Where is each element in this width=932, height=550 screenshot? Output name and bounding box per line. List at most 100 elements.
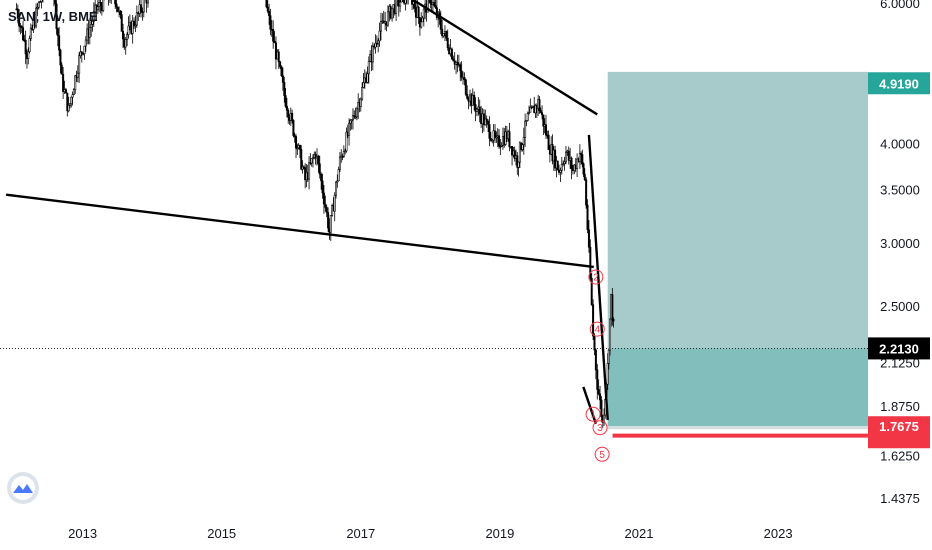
candle: [359, 97, 362, 112]
candle: [296, 143, 299, 155]
candle: [311, 154, 314, 168]
candle: [499, 139, 502, 155]
price-tick-label: 2.5000: [880, 299, 920, 314]
candle: [400, 0, 403, 3]
candle: [99, 0, 102, 14]
price-tick-label: 1.6250: [880, 448, 920, 463]
candle: [466, 85, 469, 100]
candle: [539, 107, 542, 114]
candle: [594, 348, 597, 380]
candle: [474, 97, 477, 122]
trendline[interactable]: [587, 134, 609, 421]
trendline[interactable]: [5, 193, 594, 269]
candle: [522, 127, 525, 155]
time-tick-label: 2013: [68, 526, 97, 541]
candle: [35, 3, 38, 29]
candle: [110, 0, 113, 4]
candle: [20, 25, 23, 33]
price-axis[interactable]: 6.00004.00003.50003.00002.50002.12501.87…: [880, 0, 920, 506]
plot-area[interactable]: 1 2 3 4 5: [0, 0, 896, 462]
candle: [511, 145, 514, 166]
trendline[interactable]: [582, 386, 598, 425]
candle: [266, 0, 269, 14]
candle: [79, 45, 82, 59]
candle: [133, 17, 136, 29]
candle: [293, 132, 296, 143]
candle: [59, 48, 62, 74]
candle: [287, 108, 290, 124]
candle: [612, 317, 615, 328]
candle: [88, 18, 91, 45]
candle: [272, 20, 275, 49]
candle: [375, 35, 378, 47]
candle: [377, 38, 380, 53]
candle: [411, 0, 414, 10]
candle: [442, 33, 445, 38]
candle: [547, 130, 550, 150]
candle: [406, 0, 408, 5]
candle: [538, 95, 541, 114]
candle: [67, 96, 70, 113]
candle: [542, 114, 545, 136]
candle: [317, 154, 320, 173]
candle: [434, 0, 437, 10]
candle: [487, 119, 490, 132]
candle: [587, 220, 590, 253]
candle: [300, 145, 303, 171]
candle: [453, 52, 456, 70]
candle: [325, 204, 328, 218]
candle: [127, 16, 130, 39]
candle: [322, 184, 325, 214]
svg-text:4: 4: [594, 325, 600, 336]
candle: [397, 0, 398, 7]
candle: [268, 3, 271, 25]
candle: [134, 15, 137, 33]
candle: [391, 8, 394, 22]
candle: [516, 152, 519, 175]
candle: [27, 47, 30, 65]
candle: [108, 0, 111, 4]
candle: [327, 207, 330, 233]
candle: [146, 0, 149, 8]
candle: [564, 145, 567, 165]
candle: [102, 0, 105, 13]
candles: [15, 0, 615, 428]
candle: [336, 174, 339, 188]
candle: [428, 0, 430, 4]
candle: [83, 45, 86, 60]
candle: [475, 108, 478, 117]
candle: [292, 119, 295, 138]
candle: [371, 42, 374, 71]
candle: [337, 166, 340, 182]
candle: [559, 167, 562, 182]
time-axis[interactable]: 2013 2015 2017 2019 2021 2023: [68, 526, 792, 541]
time-tick-label: 2023: [764, 526, 793, 541]
candle: [18, 9, 21, 33]
candle: [344, 148, 347, 155]
candle: [78, 52, 81, 83]
candle: [530, 105, 533, 110]
candle: [39, 0, 42, 3]
chart-title: SAN, 1W, BME: [8, 9, 98, 24]
candle: [274, 36, 277, 70]
candle: [452, 55, 455, 62]
candle: [60, 62, 63, 75]
candle: [399, 0, 402, 13]
candle: [335, 181, 338, 199]
candle: [298, 144, 301, 159]
candle: [281, 67, 284, 91]
candle: [495, 131, 498, 143]
candle: [361, 82, 364, 101]
candle: [350, 119, 353, 130]
candle: [580, 151, 583, 165]
candle: [403, 0, 406, 5]
trendline[interactable]: [302, 0, 598, 116]
wave-marker: 5: [594, 446, 610, 462]
candle: [606, 353, 609, 390]
candle: [338, 152, 341, 173]
candle: [489, 131, 492, 142]
target-price-badge: 4.9190: [868, 72, 930, 95]
candle: [590, 273, 593, 306]
svg-text:3: 3: [597, 423, 603, 434]
